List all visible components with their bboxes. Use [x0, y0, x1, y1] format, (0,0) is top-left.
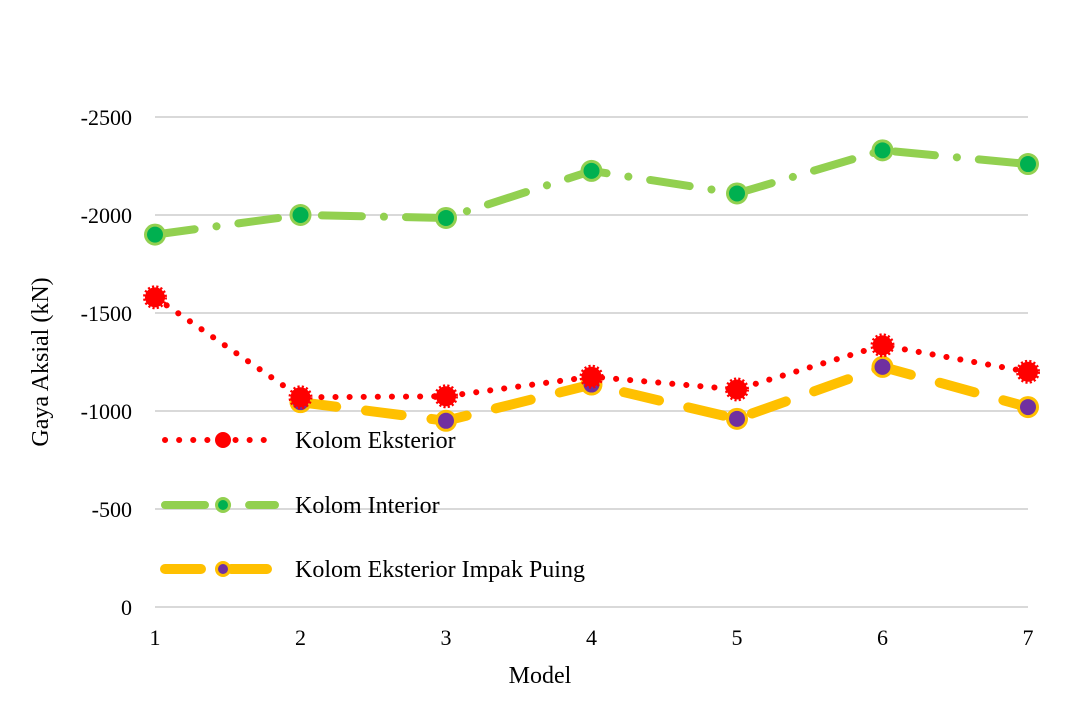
- data-point: [438, 209, 454, 226]
- legend-marker: [215, 432, 231, 448]
- data-point: [438, 412, 454, 429]
- series-2: [144, 139, 1039, 246]
- data-point: [292, 207, 309, 223]
- x-tick-label: 5: [732, 625, 743, 650]
- data-point: [143, 285, 167, 310]
- data-point: [729, 410, 745, 427]
- y-tick-label: -1000: [81, 399, 132, 424]
- legend-item-1: Kolom Eksterior: [162, 428, 456, 454]
- legend-label: Kolom Eksterior Impak Puing: [295, 557, 585, 583]
- x-tick-label: 2: [295, 625, 306, 650]
- y-tick-label: -2000: [81, 203, 132, 228]
- legend-item-3: Kolom Eksterior Impak Puing: [160, 557, 585, 583]
- series-1: [143, 285, 1040, 410]
- data-point: [874, 142, 891, 159]
- x-axis-title: Model: [509, 663, 572, 689]
- x-tick-label: 7: [1023, 625, 1034, 650]
- series-line: [295, 361, 1033, 426]
- data-point: [870, 333, 895, 358]
- legend-label: Kolom Eksterior: [295, 428, 456, 454]
- data-point: [147, 226, 163, 243]
- y-tick-label: -500: [92, 497, 132, 522]
- y-tick-label: -2500: [81, 105, 132, 130]
- data-point: [579, 364, 604, 389]
- x-tick-label: 6: [877, 625, 888, 650]
- x-tick-label: 4: [586, 625, 597, 650]
- legend-marker: [218, 564, 228, 574]
- y-tick-label: 0: [121, 595, 132, 620]
- x-tick-label: 3: [441, 625, 452, 650]
- data-point: [729, 185, 745, 202]
- y-tick-label: -1500: [81, 301, 132, 326]
- series-group: [143, 139, 1040, 432]
- y-axis-tick-labels: 0 -500 -1000 -1500 -2000 -2500: [81, 105, 132, 620]
- data-point: [1020, 399, 1036, 416]
- data-point: [434, 384, 458, 409]
- x-axis-tick-labels: 1 2 3 4 5 6 7: [150, 625, 1034, 650]
- data-point: [1016, 359, 1040, 384]
- legend-label: Kolom Interior: [295, 493, 440, 519]
- legend: Kolom Eksterior Kolom Interior Kolom Ekste…: [160, 428, 585, 583]
- data-point: [1020, 156, 1036, 173]
- y-axis-title: Gaya Aksial (kN): [28, 277, 54, 446]
- legend-marker: [218, 500, 228, 510]
- data-point: [583, 162, 600, 179]
- series-3: [289, 355, 1039, 432]
- gridlines: [155, 116, 1028, 608]
- x-tick-label: 1: [150, 625, 161, 650]
- legend-item-2: Kolom Interior: [161, 493, 440, 519]
- data-point: [874, 358, 891, 375]
- data-point: [288, 385, 313, 410]
- data-point: [725, 377, 749, 402]
